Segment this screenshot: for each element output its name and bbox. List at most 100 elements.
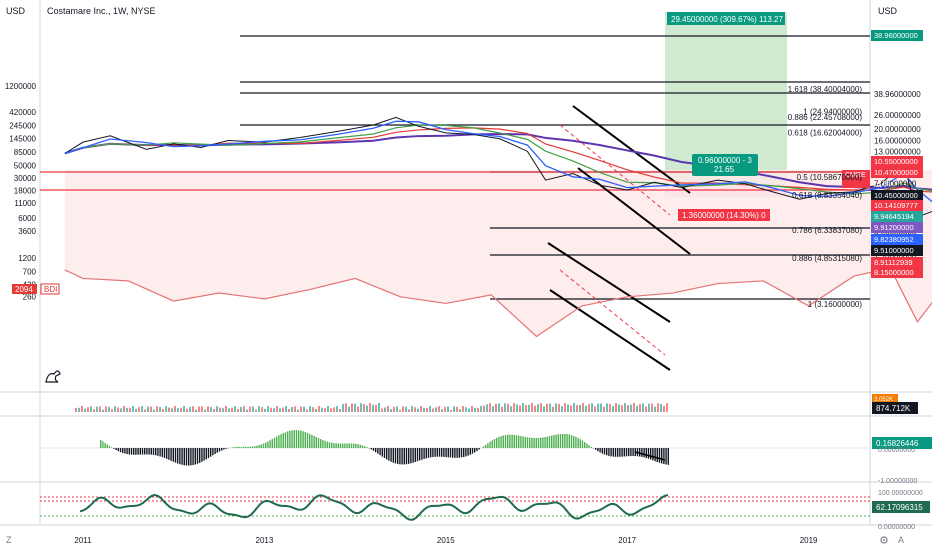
- oscillator-bar: [579, 439, 581, 448]
- oscillator-bar: [665, 448, 667, 465]
- volume-bar: [399, 409, 401, 412]
- auto-scale-icon[interactable]: A: [898, 535, 904, 545]
- rsi-value: 62.17096315: [876, 503, 923, 512]
- price-tag-box: [871, 30, 923, 41]
- volume-bar: [297, 409, 299, 412]
- oscillator-bar: [586, 443, 588, 448]
- oscillator-bar: [447, 448, 449, 458]
- right-axis-tick: 20.00000000: [874, 125, 921, 134]
- oscillator-bar: [139, 448, 141, 455]
- oscillator-bar: [445, 448, 447, 458]
- oscillator-bar: [645, 448, 647, 459]
- settings-gear-icon[interactable]: [880, 536, 888, 544]
- oscillator-bar: [632, 448, 634, 457]
- oscillator-bar: [467, 448, 469, 456]
- oscillator-bar: [320, 439, 322, 448]
- fib-label: 1.618 (38.40004000): [788, 85, 863, 94]
- volume-bar: [183, 406, 185, 412]
- oscillator-bar: [511, 434, 513, 448]
- oscillator-bar: [168, 448, 170, 460]
- oscillator-bar: [410, 448, 412, 464]
- volume-bar: [315, 408, 317, 412]
- volume-bar: [228, 408, 230, 412]
- right-currency: USD: [878, 6, 898, 16]
- price-tag: 9.82380952: [874, 235, 914, 244]
- volume-bar: [405, 406, 407, 412]
- oscillator-bar: [232, 447, 234, 448]
- oscillator-bar: [117, 448, 119, 452]
- volume-bar: [288, 408, 290, 412]
- oscillator-bar: [601, 448, 603, 454]
- oscillator-bar: [183, 448, 185, 466]
- oscillator-bar: [130, 448, 133, 455]
- oscillator-bar: [190, 448, 192, 466]
- volume-bar: [132, 406, 134, 412]
- oscillator-bar: [546, 436, 548, 448]
- volume-bar: [441, 409, 443, 412]
- oscillator-bar: [287, 431, 289, 448]
- volume-bar: [348, 406, 350, 412]
- price-tags: 38.96000000 10.55000000 10.47000000 10.4500…: [871, 30, 923, 278]
- volume-bar: [84, 408, 86, 412]
- volume-bar: [231, 407, 233, 412]
- volume-bar: [153, 409, 155, 412]
- volume-bar: [108, 406, 110, 412]
- oscillator-bar: [313, 435, 315, 448]
- volume-bar: [648, 403, 650, 412]
- volume-bar: [201, 406, 203, 412]
- oscillator-bar: [366, 447, 368, 448]
- oscillator-bar: [370, 448, 372, 450]
- volume-bar: [255, 409, 257, 412]
- volume-bar: [90, 406, 92, 412]
- volume-bar: [312, 407, 314, 412]
- volume-bar: [447, 406, 449, 412]
- volume-bar: [144, 409, 146, 412]
- volume-bar: [636, 405, 638, 412]
- pane-borders: [0, 0, 932, 526]
- oscillator-bar: [623, 448, 625, 457]
- volume-bar: [393, 406, 395, 412]
- oscillator-bar: [221, 448, 223, 451]
- volume-value: 874.712K: [876, 404, 911, 413]
- volume-bar: [444, 406, 446, 412]
- oscillator-bar: [317, 438, 320, 448]
- price-tag: 10.47000000: [874, 168, 918, 177]
- oscillator-bar: [119, 448, 122, 453]
- volume-bar: [549, 403, 551, 412]
- volume-bar: [492, 406, 494, 412]
- volume-bar: [330, 408, 332, 412]
- volume-bar: [321, 407, 323, 412]
- volume-bar: [273, 408, 275, 412]
- oscillator-bar: [113, 448, 115, 449]
- oscillator-bar: [247, 446, 249, 448]
- oscillator-bar: [590, 446, 592, 448]
- zoom-icon[interactable]: Z: [6, 535, 12, 545]
- volume-bar: [114, 406, 116, 412]
- volume-bar: [78, 407, 80, 412]
- fib-label: 0.618 (8.83354040): [792, 191, 862, 200]
- range-annotation-value: 21.65: [714, 165, 735, 174]
- oscillator-bar: [559, 434, 562, 448]
- chart-title: Costamare Inc., 1W, NYSE: [47, 6, 156, 16]
- oscillator-bar: [141, 448, 144, 455]
- oscillator-bar: [667, 448, 669, 465]
- volume-bar: [354, 403, 356, 412]
- left-axis-tick: 50000: [14, 161, 37, 170]
- volume-bar: [324, 408, 326, 412]
- volume-bar: [561, 406, 563, 412]
- volume-bar: [270, 407, 272, 412]
- target-annotation: 29.45000000 (309.67%) 113.27: [671, 15, 783, 24]
- oscillator-bar: [434, 448, 436, 457]
- oscillator-bar: [449, 448, 452, 458]
- oscillator-bar: [502, 435, 504, 448]
- volume-bar: [480, 406, 482, 412]
- volume-bar: [564, 403, 566, 412]
- oscillator-bar: [386, 448, 388, 460]
- volume-bar: [420, 406, 422, 412]
- volume-bar: [282, 407, 284, 412]
- oscillator-bar: [146, 448, 148, 455]
- x-axis-tick: 2013: [256, 536, 274, 545]
- oscillator-bar: [643, 448, 645, 458]
- volume-bar: [498, 403, 500, 412]
